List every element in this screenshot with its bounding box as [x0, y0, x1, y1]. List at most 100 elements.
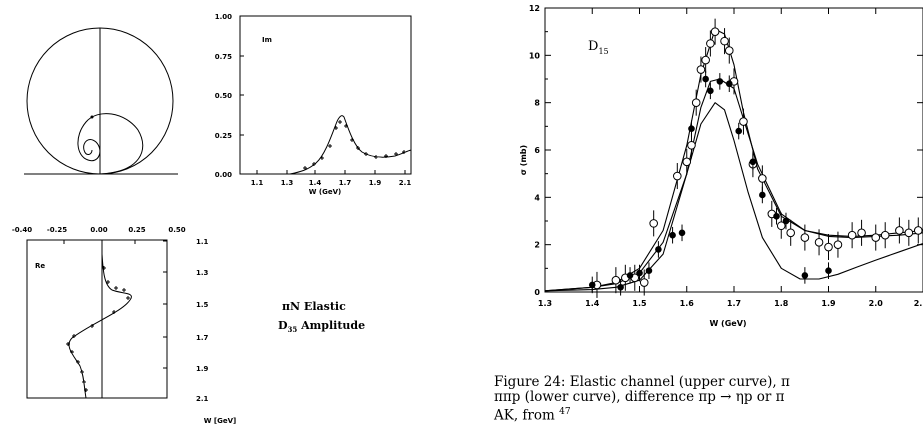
chart-point-filled	[702, 75, 709, 83]
im-x-axis-label: W (GeV)	[309, 188, 341, 196]
chart-point-open	[724, 46, 734, 55]
chart-x-tick-label: 1.6	[680, 299, 695, 308]
chart-point-open	[814, 238, 824, 247]
re-y-tick-label: 1.1	[196, 238, 209, 246]
chart-curve-lower	[544, 102, 923, 292]
chart-x-tick-label: 2.	[914, 299, 923, 308]
chart-point-filled	[825, 267, 832, 275]
chart-point-open	[739, 117, 748, 126]
chart-point-open	[696, 65, 706, 74]
chart-point-open	[833, 240, 843, 249]
im-data-point	[303, 166, 307, 170]
chart-point-open	[824, 242, 833, 252]
im-data-point	[344, 124, 348, 128]
re-y-tick-label: 1.3	[196, 269, 209, 277]
chart-point-filled	[716, 78, 724, 85]
chart-point-filled	[655, 246, 662, 253]
chart-point-open	[800, 233, 810, 242]
argand-x-tick-label: 0.00	[90, 226, 107, 234]
re-data-point	[106, 280, 110, 284]
im-data-point	[402, 150, 406, 154]
re-data-point	[90, 324, 94, 328]
im-y-tick-label: 0.75	[215, 53, 232, 61]
argand-x-tick-label: 0.25	[128, 226, 145, 234]
argand-x-tick-label: 0.50	[168, 226, 185, 234]
chart-point-filled	[707, 87, 714, 95]
chart-x-tick-label: 1.7	[727, 299, 741, 308]
title-line2: D35 Amplitude	[278, 319, 365, 334]
im-x-tick-label: 1.9	[369, 179, 382, 187]
chart-point-filled	[636, 269, 643, 277]
im-y-tick-label: 1.00	[215, 13, 232, 21]
chart-point-filled	[626, 272, 634, 279]
re-label: Re	[35, 262, 45, 270]
re-data-point	[76, 360, 80, 364]
im-data-point	[350, 138, 354, 142]
chart-point-open	[706, 39, 715, 48]
re-data-point	[84, 388, 88, 392]
re-y-tick-label: 1.5	[196, 301, 209, 309]
title-line1: πN Elastic	[282, 300, 346, 313]
chart-x-tick-label: 1.8	[774, 299, 789, 308]
argand-spiral	[77, 113, 144, 175]
im-data-point	[394, 152, 398, 156]
chart-y-tick-label: 10	[529, 51, 541, 60]
im-x-tick-label: 1.1	[251, 179, 264, 187]
chart-point-open	[895, 226, 904, 235]
chart-point-open	[649, 219, 658, 228]
re-y-tick-label: 1.7	[196, 334, 209, 342]
chart-point-open	[880, 230, 890, 240]
cross-section-chart: 0 2 4 6 8 10 12 1.3 1.4 1.5 1.6 1.7 1.8 1.9 2.0 2. D15…	[519, 4, 923, 328]
chart-x-tick-label: 1.3	[538, 299, 552, 308]
argand-diagram	[24, 27, 178, 175]
im-data-point	[334, 126, 338, 130]
caption-line-1: Figure 24: Elastic channel (upper curve)…	[494, 374, 790, 390]
chart-point-open	[913, 226, 923, 235]
chart-x-tick-label: 2.0	[869, 299, 884, 308]
chart-point-filled	[782, 217, 790, 225]
chart-curve-middle	[544, 78, 923, 292]
re-curve	[68, 253, 132, 399]
chart-x-tick-label: 1.9	[821, 299, 836, 308]
im-data-point	[374, 155, 378, 159]
chart-point-filled	[617, 283, 624, 291]
re-y-tick-label: 1.9	[196, 365, 209, 373]
im-data-point	[356, 146, 360, 150]
chart-point-open	[611, 275, 621, 285]
im-y-tick-label: 0.25	[215, 132, 232, 140]
chart-point-filled	[773, 212, 780, 220]
chart-x-axis-label: W (GeV)	[709, 319, 746, 328]
im-data-point	[384, 154, 388, 158]
im-x-tick-label: 1.3	[281, 179, 294, 187]
chart-point-filled	[801, 272, 809, 279]
chart-point-filled	[735, 127, 743, 135]
im-y-tick-label: 0.50	[215, 92, 232, 100]
re-y-axis-label: W [GeV]	[204, 417, 236, 425]
re-data-point	[72, 334, 76, 338]
chart-point-filled	[688, 125, 695, 132]
chart-y-tick-label: 8	[534, 99, 540, 108]
chart-point-open	[639, 278, 649, 287]
chart-point-open	[776, 221, 786, 231]
im-curve	[289, 115, 412, 175]
im-data-point	[312, 162, 316, 166]
im-data-point	[320, 156, 324, 160]
chart-point-filled	[725, 80, 733, 88]
chart-point-open	[847, 230, 857, 240]
chart-point-filled	[645, 267, 653, 275]
chart-point-open	[673, 171, 682, 181]
re-data-point	[70, 350, 74, 354]
re-data-point	[80, 370, 84, 374]
chart-point-open	[786, 228, 796, 238]
re-data-point	[66, 342, 70, 346]
caption-line-2: ππp (lower curve), difference πp → ηp or…	[494, 389, 785, 405]
chart-point-open	[758, 174, 767, 183]
chart-point-filled	[749, 158, 757, 166]
re-data-point	[82, 380, 86, 384]
chart-point-open	[701, 55, 710, 65]
re-data-point	[122, 288, 126, 292]
chart-point-open	[710, 27, 720, 36]
re-data-point	[114, 286, 118, 290]
re-data-point	[126, 296, 130, 300]
